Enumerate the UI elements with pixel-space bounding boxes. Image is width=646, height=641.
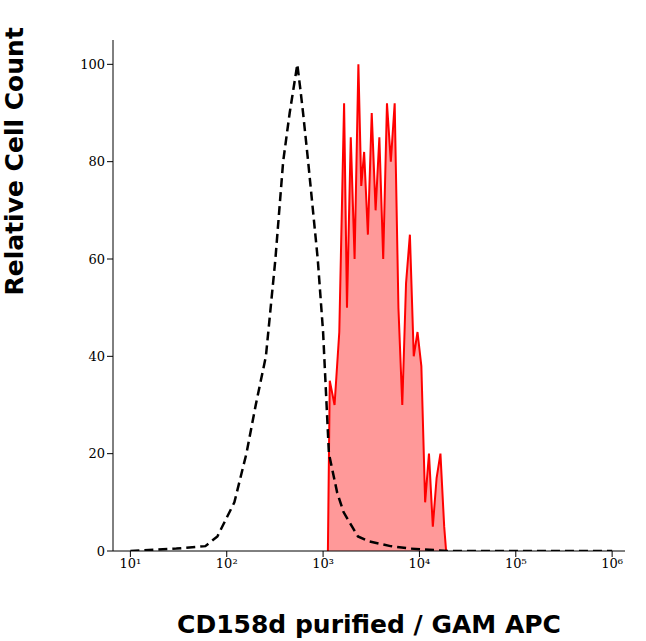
svg-text:10⁵: 10⁵: [505, 556, 527, 571]
svg-text:0: 0: [97, 544, 105, 559]
svg-text:100: 100: [80, 57, 105, 72]
svg-text:40: 40: [88, 349, 105, 364]
svg-text:10³: 10³: [312, 556, 334, 571]
svg-text:10⁶: 10⁶: [601, 556, 623, 571]
svg-text:10²: 10²: [216, 556, 238, 571]
svg-text:CD158d purified / GAM APC: CD158d purified / GAM APC: [177, 610, 561, 639]
svg-text:20: 20: [88, 446, 105, 461]
svg-text:10⁴: 10⁴: [409, 556, 431, 571]
svg-text:60: 60: [88, 252, 105, 267]
svg-text:Relative Cell Count: Relative Cell Count: [8, 27, 29, 295]
svg-text:80: 80: [88, 154, 105, 169]
svg-text:10¹: 10¹: [120, 556, 142, 571]
